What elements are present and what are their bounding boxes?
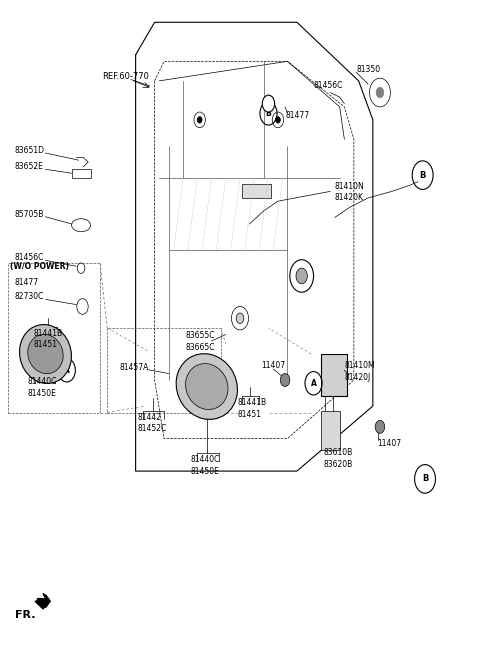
Circle shape bbox=[375, 420, 384, 434]
Text: B: B bbox=[265, 109, 271, 118]
Polygon shape bbox=[37, 595, 50, 607]
Text: 81410M: 81410M bbox=[344, 361, 375, 370]
Text: A: A bbox=[311, 379, 316, 388]
Text: 81452C: 81452C bbox=[138, 424, 167, 434]
Text: B: B bbox=[420, 171, 426, 180]
Text: A: A bbox=[64, 366, 70, 375]
Bar bbox=[8, 263, 100, 413]
Ellipse shape bbox=[186, 363, 228, 409]
Polygon shape bbox=[35, 594, 48, 609]
Text: REF.60-770: REF.60-770 bbox=[102, 72, 149, 81]
Text: 81456C: 81456C bbox=[313, 81, 343, 90]
Text: 85705B: 85705B bbox=[14, 210, 44, 218]
Text: 81456C: 81456C bbox=[14, 253, 44, 262]
Text: 81477: 81477 bbox=[14, 278, 39, 287]
Text: 81477: 81477 bbox=[285, 111, 309, 120]
Text: (W/O POWER): (W/O POWER) bbox=[10, 262, 69, 271]
Text: 81440C: 81440C bbox=[190, 455, 219, 464]
Circle shape bbox=[296, 268, 307, 284]
Circle shape bbox=[197, 117, 202, 123]
Bar bbox=[242, 184, 271, 198]
Text: 82730C: 82730C bbox=[14, 293, 44, 301]
Text: FR.: FR. bbox=[14, 611, 35, 621]
Text: 81440C: 81440C bbox=[27, 377, 57, 386]
Text: 81442: 81442 bbox=[138, 413, 162, 422]
Circle shape bbox=[276, 117, 280, 123]
Text: 81350: 81350 bbox=[356, 66, 380, 74]
Text: 81420J: 81420J bbox=[344, 373, 371, 382]
Text: 83652E: 83652E bbox=[14, 162, 44, 171]
Circle shape bbox=[262, 95, 275, 112]
Bar bbox=[321, 411, 340, 450]
Text: 83655C: 83655C bbox=[185, 331, 215, 340]
Text: 81441B: 81441B bbox=[238, 398, 267, 407]
Text: 81451: 81451 bbox=[34, 340, 58, 349]
Text: 11407: 11407 bbox=[378, 440, 402, 448]
Text: 81457A: 81457A bbox=[119, 363, 148, 371]
Ellipse shape bbox=[28, 335, 63, 374]
Text: 81410N: 81410N bbox=[335, 182, 365, 191]
Bar bbox=[107, 328, 221, 413]
Text: B: B bbox=[422, 474, 428, 483]
Text: 83610B: 83610B bbox=[323, 449, 352, 457]
Ellipse shape bbox=[176, 354, 238, 419]
Text: 81450E: 81450E bbox=[190, 466, 219, 476]
Text: 83620B: 83620B bbox=[323, 460, 352, 469]
Circle shape bbox=[280, 373, 290, 386]
Circle shape bbox=[376, 87, 384, 98]
Text: 81451: 81451 bbox=[238, 410, 262, 419]
Text: 11407: 11407 bbox=[261, 361, 286, 369]
Bar bbox=[72, 169, 91, 178]
Ellipse shape bbox=[20, 325, 72, 384]
Text: 83665C: 83665C bbox=[185, 343, 215, 352]
Text: 81420K: 81420K bbox=[335, 194, 364, 203]
Text: 81441B: 81441B bbox=[34, 329, 63, 338]
Circle shape bbox=[236, 313, 244, 323]
Bar bbox=[321, 354, 347, 396]
Text: 81450E: 81450E bbox=[27, 388, 56, 398]
Text: 83651D: 83651D bbox=[14, 146, 45, 155]
